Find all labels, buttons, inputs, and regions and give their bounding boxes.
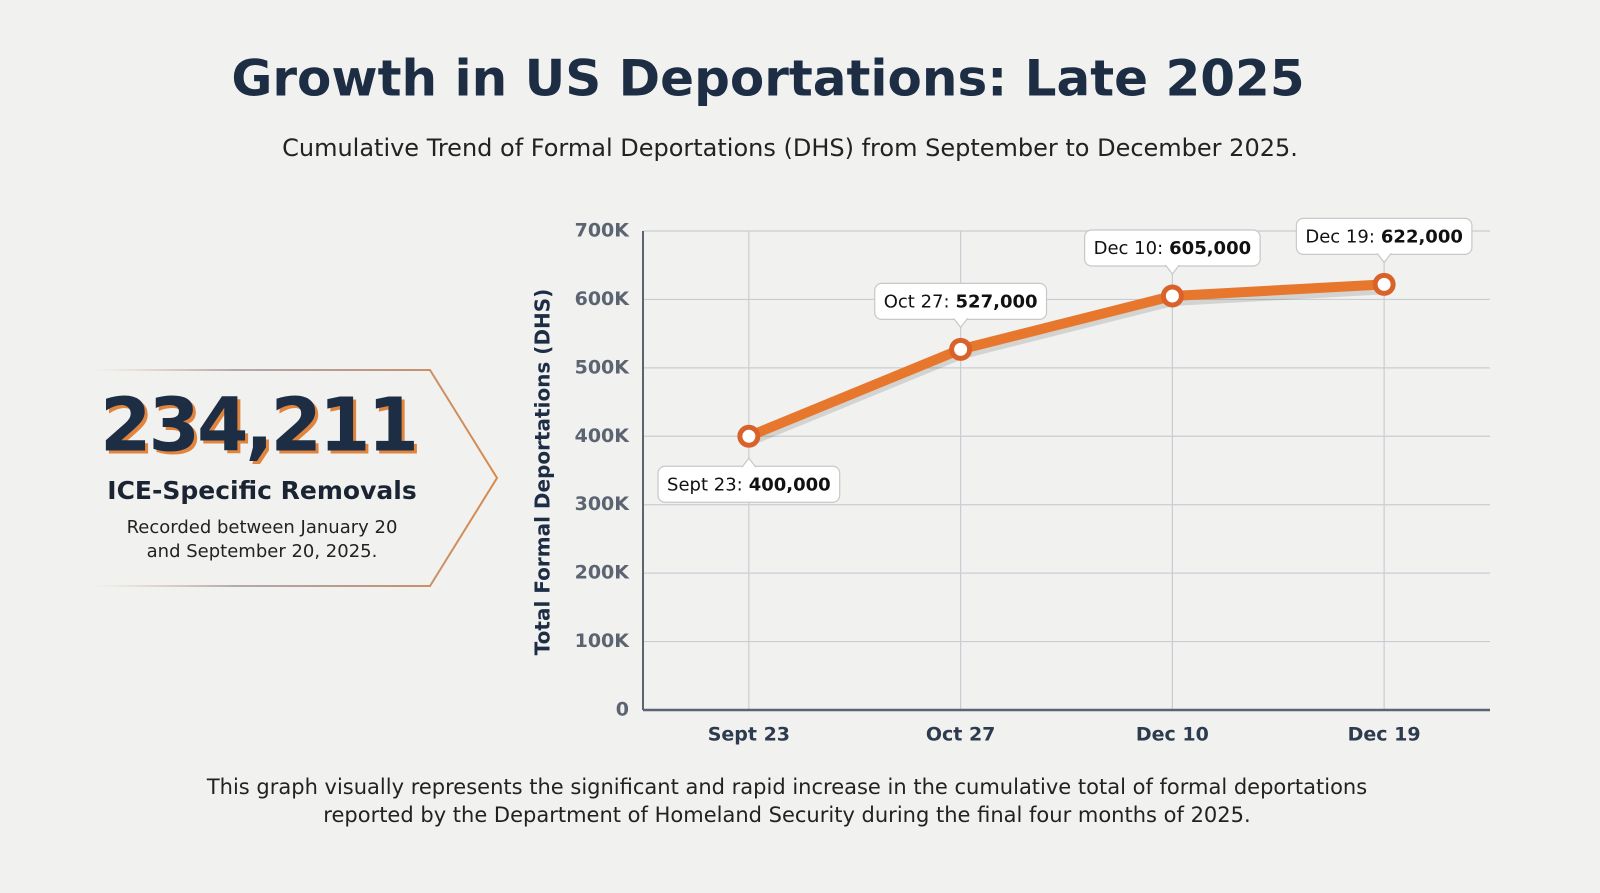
callout-value: 234,211 bbox=[100, 383, 416, 469]
annotation-pointer bbox=[1164, 264, 1180, 275]
x-tick-label: Dec 10 bbox=[1136, 724, 1209, 746]
x-tick-label: Sept 23 bbox=[708, 724, 790, 746]
y-tick-label: 400K bbox=[575, 425, 631, 447]
value-label: 605,000 bbox=[1169, 238, 1251, 259]
annotation-text: Dec 19: 622,000 bbox=[1305, 226, 1463, 247]
y-tick-label: 600K bbox=[575, 288, 631, 310]
y-tick-label: 500K bbox=[575, 356, 631, 378]
annotation-pointer bbox=[741, 457, 757, 468]
annotation-text: Sept 23: 400,000 bbox=[667, 474, 831, 495]
callout-description: and September 20, 2025. bbox=[147, 541, 378, 562]
y-tick-label: 100K bbox=[575, 630, 631, 652]
callout-label: ICE-Specific Removals bbox=[107, 476, 416, 505]
y-tick-label: 300K bbox=[575, 493, 631, 515]
annotation-pointer bbox=[1376, 253, 1392, 264]
annotation: Dec 19: 622,000 bbox=[1295, 217, 1473, 264]
subtitle: Cumulative Trend of Formal Deportations … bbox=[282, 134, 1298, 162]
value-label: 622,000 bbox=[1381, 226, 1463, 247]
annotation-prefix: Dec 10: bbox=[1094, 238, 1164, 259]
annotation: Dec 10: 605,000 bbox=[1084, 229, 1261, 275]
value-label: 527,000 bbox=[956, 291, 1038, 312]
annotation-prefix: Dec 19: bbox=[1305, 226, 1375, 247]
annotation-pointer bbox=[953, 318, 969, 329]
value-label: 400,000 bbox=[749, 474, 831, 495]
line bbox=[743, 279, 1390, 442]
annotation-text: Oct 27: 527,000 bbox=[884, 291, 1038, 312]
annotation-prefix: Sept 23: bbox=[667, 474, 743, 495]
y-axis-title: Total Formal Deportations (DHS) bbox=[531, 289, 555, 656]
y-tick-label: 700K bbox=[575, 220, 631, 242]
x-tick-label: Oct 27 bbox=[926, 724, 996, 746]
point bbox=[1372, 272, 1396, 296]
callout-frame bbox=[95, 369, 499, 587]
point bbox=[737, 424, 761, 448]
x-tick-label: Dec 19 bbox=[1348, 724, 1421, 746]
y-tick-label: 200K bbox=[575, 562, 631, 584]
footer-text: This graph visually represents the signi… bbox=[206, 775, 1367, 799]
title: Growth in US Deportations: Late 2025 bbox=[231, 50, 1304, 108]
footer-text: reported by the Department of Homeland S… bbox=[323, 803, 1250, 827]
annotation-prefix: Oct 27: bbox=[884, 291, 950, 312]
callout-description: Recorded between January 20 bbox=[127, 517, 398, 538]
annotation-text: Dec 10: 605,000 bbox=[1094, 238, 1252, 259]
annotation: Oct 27: 527,000 bbox=[874, 282, 1048, 329]
point bbox=[949, 337, 973, 361]
y-tick-label: 0 bbox=[616, 699, 629, 721]
annotation: Sept 23: 400,000 bbox=[657, 457, 841, 503]
point bbox=[1160, 284, 1184, 308]
